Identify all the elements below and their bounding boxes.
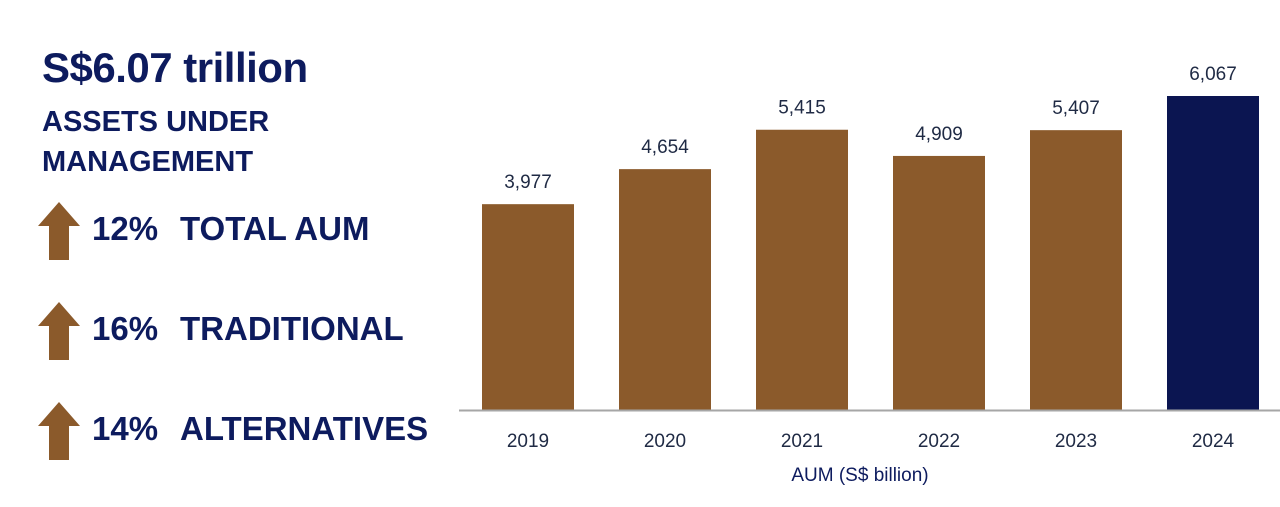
headline-value: S$6.07 trillion (42, 44, 308, 91)
tick-label-2024: 2024 (1192, 431, 1235, 452)
value-label-2020: 4,654 (641, 137, 689, 158)
metric-label: TOTAL AUM (180, 210, 370, 247)
bar-2020 (619, 169, 711, 410)
metric-percent: 16% (92, 310, 159, 347)
up-arrow-icon (38, 202, 80, 260)
bar-2019 (482, 204, 574, 410)
metric-percent: 14% (92, 410, 159, 447)
tick-label-2020: 2020 (644, 431, 686, 452)
tick-label-2023: 2023 (1055, 431, 1097, 452)
value-label-2019: 3,977 (504, 172, 552, 193)
up-arrow-icon (38, 402, 80, 460)
tick-label-2021: 2021 (781, 431, 823, 452)
headline-subtitle: ASSETS UNDER MANAGEMENT (42, 106, 270, 178)
aum-bar-chart: 3,977 2019 4,654 2020 5,415 2021 4,909 2022 5,40… (459, 64, 1280, 486)
metric-label: TRADITIONAL (180, 310, 404, 347)
metric-percent: 12% (92, 210, 159, 247)
bar-2024 (1167, 96, 1259, 410)
tick-label-2022: 2022 (918, 431, 960, 452)
value-label-2022: 4,909 (915, 124, 963, 145)
metric-label: ALTERNATIVES (180, 410, 429, 447)
bar-2022 (893, 155, 985, 410)
x-axis-label: AUM (S$ billion) (791, 465, 928, 486)
tick-label-2019: 2019 (507, 431, 549, 452)
bar-2023 (1030, 130, 1122, 410)
value-label-2023: 5,407 (1052, 98, 1100, 119)
value-label-2021: 5,415 (778, 98, 826, 119)
up-arrow-icon (38, 302, 80, 360)
bar-2021 (756, 129, 848, 411)
value-label-2024: 6,067 (1189, 64, 1237, 85)
